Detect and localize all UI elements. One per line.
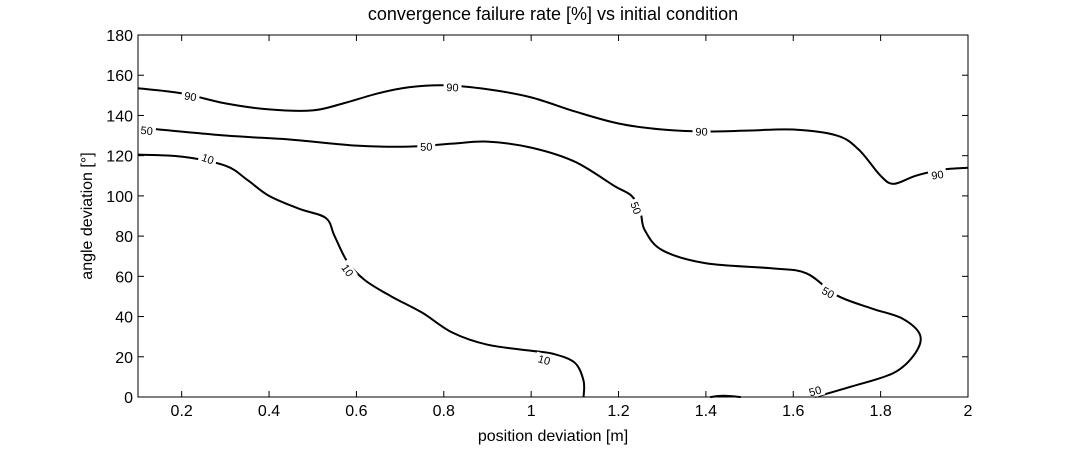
contour-label-90: 90: [695, 126, 707, 138]
contour-label-50: 50: [820, 285, 836, 301]
x-tick-label: 1.2: [607, 403, 629, 420]
contour-label-bg: [180, 88, 201, 104]
contour-label-50: 50: [140, 125, 153, 138]
contour-label-bg: [533, 351, 555, 368]
y-tick-label: 180: [106, 28, 133, 45]
contour-label-bg: [817, 282, 839, 302]
contour-label-bg: [627, 197, 645, 219]
contour-label-bg: [337, 259, 358, 282]
x-tick-label: 1: [527, 403, 536, 420]
contour-label-bg: [804, 382, 826, 400]
x-tick-label: 1.4: [695, 403, 717, 420]
x-tick-label: 1.6: [782, 403, 804, 420]
chart-title: convergence failure rate [%] vs initial …: [368, 4, 738, 24]
contour-lines: 90 90 90 90 50 50 50 50 50 10 10 10: [137, 81, 969, 400]
y-tick-label: 100: [106, 189, 133, 206]
x-axis-label: position deviation [m]: [478, 428, 628, 445]
contour-line-90: [137, 84, 969, 185]
contour-label-bg: [692, 125, 711, 138]
contour-label-bg: [197, 150, 219, 168]
contour-label-90: 90: [446, 82, 459, 94]
contour-line-10: [137, 153, 586, 398]
x-tick-label: 0.8: [433, 403, 455, 420]
contour-label-90: 90: [183, 90, 197, 104]
y-axis-label: angle deviation [°]: [79, 152, 96, 279]
contour-label-10: 10: [338, 262, 355, 279]
contour-label-bg: [137, 123, 157, 138]
x-tick-label: 2: [964, 403, 973, 420]
contour-label-50: 50: [808, 384, 823, 399]
contour-label-bg: [927, 167, 948, 183]
y-tick-label: 160: [106, 68, 133, 85]
x-tick-label: 0.2: [171, 403, 193, 420]
plot-frame: [137, 34, 969, 398]
axis-ticks: 0.2 0.4 0.6 0.8 1 1.2 1.4 1.6 1.8 202040608010012…: [106, 28, 972, 420]
y-tick-label: 40: [115, 310, 133, 327]
y-tick-label: 0: [124, 390, 133, 407]
contour-label-10: 10: [200, 152, 216, 167]
y-tick-label: 140: [106, 108, 133, 125]
y-tick-label: 120: [106, 149, 133, 166]
contour-label-90: 90: [931, 169, 945, 183]
x-tick-label: 0.4: [258, 403, 280, 420]
contour-label-50: 50: [627, 200, 643, 216]
y-tick-label: 60: [115, 269, 133, 286]
y-tick-label: 80: [115, 229, 133, 246]
x-tick-label: 0.6: [345, 403, 367, 420]
contour-label-bg: [417, 140, 436, 153]
contour-label-50: 50: [420, 141, 432, 153]
y-tick-label: 20: [115, 350, 133, 367]
contour-label-10: 10: [536, 353, 551, 368]
x-tick-label: 1.8: [870, 403, 892, 420]
contour-line-50: [137, 126, 922, 398]
contour-label-bg: [443, 81, 462, 94]
